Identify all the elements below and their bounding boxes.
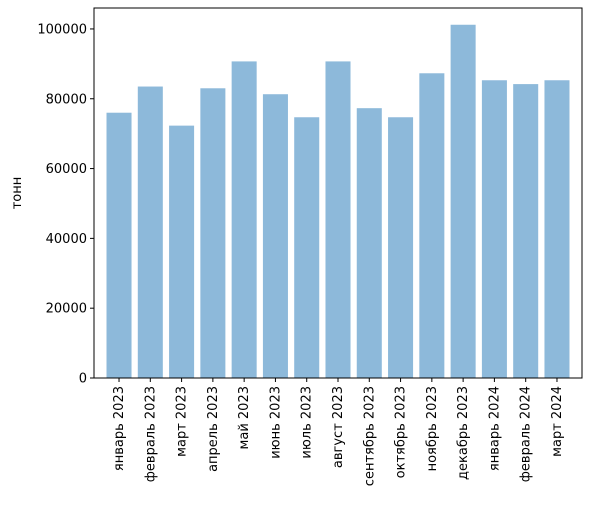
x-tick-label: сентябрь 2023 (362, 386, 377, 486)
bar-3 (169, 125, 195, 378)
bar-13 (481, 80, 507, 379)
y-tick-label: 100000 (37, 22, 87, 37)
y-axis-label: тонн (10, 177, 25, 210)
y-tick-label: 60000 (46, 162, 87, 177)
bar-2 (137, 86, 163, 379)
y-axis-ticks: 0 20000 40000 60000 80000 100000 (37, 22, 94, 387)
bar-15 (544, 80, 570, 379)
x-tick-label: февраль 2024 (519, 386, 534, 482)
x-tick-label: март 2023 (175, 386, 190, 457)
bar-14 (513, 84, 539, 379)
x-tick-label: апрель 2023 (206, 386, 221, 472)
bar-5 (231, 61, 257, 378)
bar-9 (356, 108, 382, 378)
x-axis-ticks: январь 2023 февраль 2023 март 2023 апрель 2… (112, 378, 565, 486)
bar-10 (388, 117, 414, 379)
bar-11 (419, 73, 445, 378)
x-tick-label: август 2023 (331, 386, 346, 468)
y-tick-label: 20000 (46, 302, 87, 317)
x-tick-label: июль 2023 (300, 386, 315, 459)
x-tick-label: июнь 2023 (268, 386, 283, 459)
bar-8 (325, 61, 351, 378)
x-tick-label: декабрь 2023 (456, 386, 471, 480)
plot-frame (93, 7, 583, 379)
x-tick-label: октябрь 2023 (394, 386, 409, 478)
y-tick-label: 80000 (46, 92, 87, 107)
x-tick-label: январь 2023 (112, 386, 127, 471)
bar-4 (200, 88, 226, 378)
bar-12 (450, 24, 476, 378)
x-tick-label: май 2023 (237, 386, 252, 449)
y-tick-label: 0 (79, 372, 87, 387)
x-tick-label: февраль 2023 (143, 386, 158, 482)
x-tick-label: январь 2024 (487, 386, 502, 471)
bar-1 (106, 112, 132, 378)
x-tick-label: март 2024 (550, 386, 565, 457)
bars-group (106, 24, 570, 379)
bar-6 (262, 94, 288, 378)
x-tick-label: ноябрь 2023 (425, 386, 440, 471)
y-tick-label: 40000 (46, 232, 87, 247)
bar-7 (294, 117, 320, 379)
